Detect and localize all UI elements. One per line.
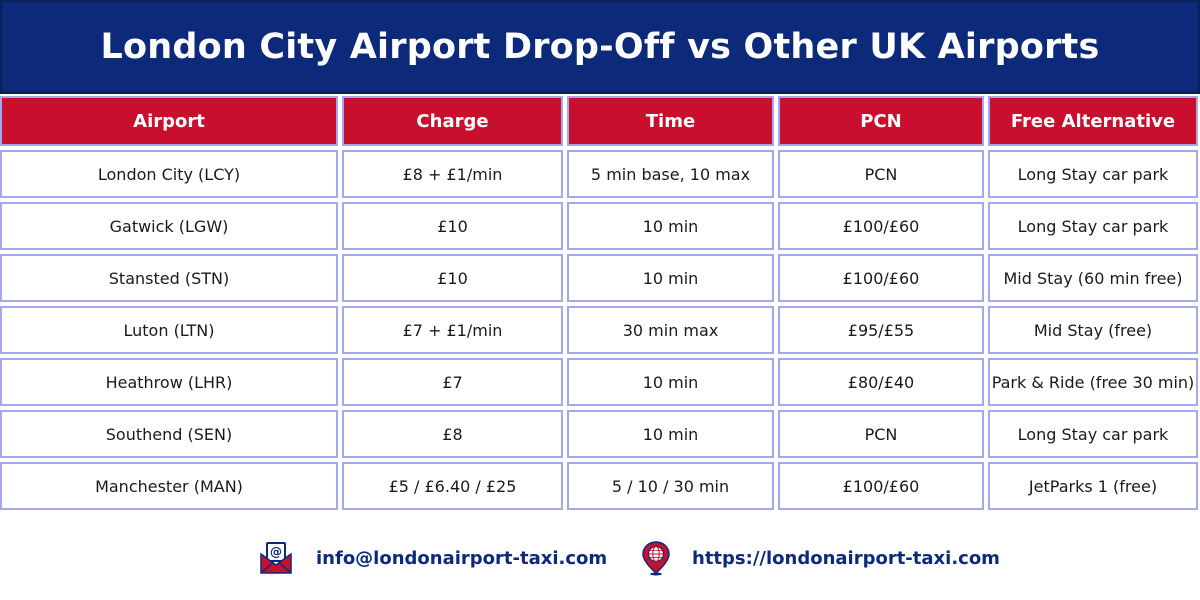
cell-pcn: £80/£40: [778, 358, 984, 406]
website-link[interactable]: https://londonairport-taxi.com: [692, 547, 1000, 569]
cell-time: 10 min: [567, 254, 774, 302]
cell-time: 5 / 10 / 30 min: [567, 462, 774, 510]
column-header-pcn: PCN: [778, 96, 984, 146]
cell-time: 10 min: [567, 202, 774, 250]
cell-airport: Stansted (STN): [0, 254, 338, 302]
cell-free-alternative: Long Stay car park: [988, 202, 1198, 250]
cell-charge: £7 + £1/min: [342, 306, 563, 354]
comparison-table: Airport Charge Time PCN Free Alternative…: [0, 96, 1200, 510]
cell-free-alternative: Long Stay car park: [988, 150, 1198, 198]
cell-free-alternative: Long Stay car park: [988, 410, 1198, 458]
globe-location-pin-icon: [642, 541, 670, 576]
cell-charge: £8 + £1/min: [342, 150, 563, 198]
cell-airport: Gatwick (LGW): [0, 202, 338, 250]
contact-footer: @ info@londonairport-taxi.com https://lo…: [0, 530, 1200, 590]
cell-pcn: £100/£60: [778, 254, 984, 302]
cell-time: 10 min: [567, 358, 774, 406]
cell-free-alternative: Mid Stay (free): [988, 306, 1198, 354]
cell-free-alternative: JetParks 1 (free): [988, 462, 1198, 510]
column-header-airport: Airport: [0, 96, 338, 146]
cell-pcn: PCN: [778, 150, 984, 198]
email-contact[interactable]: @ info@londonairport-taxi.com: [258, 540, 607, 576]
cell-time: 10 min: [567, 410, 774, 458]
cell-free-alternative: Park & Ride (free 30 min): [988, 358, 1198, 406]
cell-airport: Manchester (MAN): [0, 462, 338, 510]
cell-time: 5 min base, 10 max: [567, 150, 774, 198]
cell-charge: £10: [342, 254, 563, 302]
cell-time: 30 min max: [567, 306, 774, 354]
cell-pcn: PCN: [778, 410, 984, 458]
page-title: London City Airport Drop-Off vs Other UK…: [100, 27, 1100, 67]
cell-charge: £5 / £6.40 / £25: [342, 462, 563, 510]
cell-airport: Luton (LTN): [0, 306, 338, 354]
email-link[interactable]: info@londonairport-taxi.com: [316, 547, 608, 569]
title-banner: London City Airport Drop-Off vs Other UK…: [0, 0, 1200, 94]
cell-airport: Heathrow (LHR): [0, 358, 338, 406]
column-header-charge: Charge: [342, 96, 563, 146]
website-contact[interactable]: https://londonairport-taxi.com: [638, 540, 1000, 576]
cell-charge: £8: [342, 410, 563, 458]
email-envelope-icon: @: [260, 542, 292, 574]
column-header-time: Time: [567, 96, 774, 146]
cell-airport: London City (LCY): [0, 150, 338, 198]
cell-free-alternative: Mid Stay (60 min free): [988, 254, 1198, 302]
cell-charge: £10: [342, 202, 563, 250]
cell-pcn: £100/£60: [778, 462, 984, 510]
cell-charge: £7: [342, 358, 563, 406]
column-header-free-alternative: Free Alternative: [988, 96, 1198, 146]
cell-pcn: £100/£60: [778, 202, 984, 250]
svg-text:@: @: [270, 545, 282, 559]
cell-airport: Southend (SEN): [0, 410, 338, 458]
cell-pcn: £95/£55: [778, 306, 984, 354]
